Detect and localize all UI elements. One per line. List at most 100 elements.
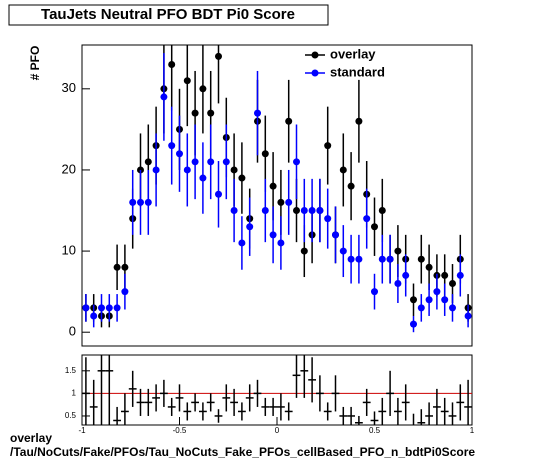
data-point — [207, 158, 215, 166]
data-point — [98, 304, 105, 312]
data-point — [285, 117, 293, 125]
data-point — [168, 60, 176, 68]
data-point — [308, 207, 316, 215]
data-point — [425, 296, 433, 304]
data-point — [293, 207, 300, 215]
y-tick-label: 30 — [62, 80, 76, 95]
data-point — [355, 117, 363, 125]
y-tick-label: 0.5 — [65, 411, 77, 420]
y-tick-label: 20 — [62, 161, 76, 176]
data-point — [261, 150, 269, 158]
chart-title: TauJets Neutral PFO BDT Pi0 Score — [41, 6, 295, 23]
data-point — [222, 158, 230, 166]
data-point — [191, 158, 199, 166]
data-point — [363, 215, 371, 223]
data-point — [433, 288, 441, 296]
data-point — [183, 166, 191, 174]
data-point — [238, 239, 246, 247]
data-point — [371, 288, 378, 296]
data-point — [121, 263, 129, 271]
data-point — [144, 198, 152, 206]
x-tick-label: 1 — [470, 426, 475, 435]
data-point — [129, 198, 137, 206]
x-tick-label: 0.5 — [369, 426, 381, 435]
data-point — [332, 231, 339, 239]
data-point — [121, 288, 129, 296]
data-point — [300, 247, 308, 255]
y-tick-label: 1 — [72, 388, 77, 397]
data-point — [410, 320, 417, 328]
data-point — [176, 150, 183, 158]
data-point — [386, 255, 394, 263]
data-point — [152, 166, 160, 174]
data-point — [425, 263, 433, 271]
data-point — [339, 166, 347, 174]
data-point — [456, 271, 464, 279]
data-point — [191, 109, 199, 117]
data-point — [417, 255, 425, 263]
data-point — [105, 304, 113, 312]
data-point — [254, 109, 261, 117]
data-point — [230, 166, 238, 174]
title-box — [8, 4, 329, 26]
data-point — [441, 271, 449, 279]
data-point — [417, 304, 425, 312]
data-point — [355, 255, 363, 263]
y-axis-label: # PFO — [28, 46, 42, 81]
data-point — [215, 190, 222, 198]
data-point — [199, 174, 207, 182]
data-point — [324, 215, 332, 223]
data-point — [410, 296, 417, 304]
data-point — [160, 93, 168, 101]
data-point — [449, 280, 456, 288]
data-point — [82, 304, 90, 312]
footer-path: /Tau/NoCuts/Fake/PFOs/Tau_NoCuts_Fake_PF… — [10, 445, 475, 459]
data-point — [394, 280, 402, 288]
data-point — [269, 182, 277, 190]
data-point — [394, 247, 402, 255]
data-point — [300, 207, 308, 215]
legend-label: overlay — [330, 46, 376, 61]
data-point — [402, 271, 410, 279]
data-point — [347, 182, 355, 190]
data-point — [261, 207, 269, 215]
footer-line: overlay — [10, 431, 52, 445]
data-point — [378, 207, 386, 215]
data-point — [230, 207, 238, 215]
data-point — [199, 85, 207, 93]
data-point — [113, 263, 121, 271]
x-tick-label: -0.5 — [173, 426, 187, 435]
data-point — [246, 223, 254, 231]
data-point — [449, 304, 456, 312]
legend-marker — [311, 51, 319, 59]
data-point — [371, 223, 378, 231]
data-point — [269, 231, 277, 239]
data-point — [293, 158, 300, 166]
plot-frame — [81, 44, 473, 347]
data-point — [285, 198, 293, 206]
x-tick-label: -1 — [78, 426, 86, 435]
y-tick-label: 10 — [62, 243, 76, 258]
data-point — [339, 247, 347, 255]
data-point — [238, 174, 246, 182]
legend-marker — [311, 69, 319, 77]
data-point — [137, 198, 144, 206]
data-point — [277, 239, 285, 247]
y-tick-label: 0 — [69, 324, 76, 339]
data-point — [347, 255, 355, 263]
y-tick-label: 1.5 — [65, 366, 77, 375]
data-point — [441, 296, 449, 304]
plot-area — [82, 45, 472, 333]
data-point — [464, 312, 472, 320]
x-tick-label: 0 — [275, 426, 280, 435]
data-point — [378, 255, 386, 263]
data-point — [207, 109, 215, 117]
data-point — [183, 77, 191, 85]
data-point — [90, 312, 98, 320]
data-point — [324, 142, 332, 150]
data-point — [215, 52, 222, 60]
data-point — [168, 142, 176, 150]
data-point — [277, 198, 285, 206]
legend-label: standard — [330, 64, 385, 79]
